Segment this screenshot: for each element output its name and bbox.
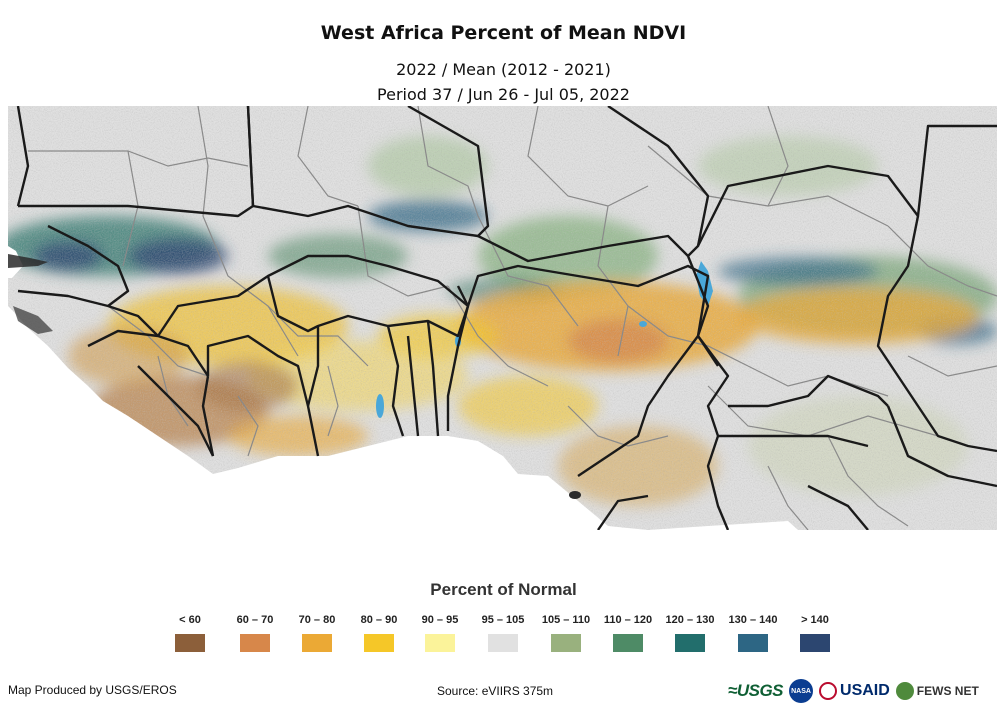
legend-swatch (613, 634, 643, 652)
map-subtitle-period: Period 37 / Jun 26 - Jul 05, 2022 (377, 85, 630, 104)
legend-label: < 60 (179, 614, 201, 626)
usaid-seal-icon (819, 682, 838, 700)
atlantic-ocean (8, 306, 997, 530)
legend-item: 130 – 140 (723, 614, 783, 652)
legend-item: 120 – 130 (660, 614, 720, 652)
legend-item: 90 – 95 (410, 614, 470, 652)
nasa-logo-text: NASA (791, 687, 811, 695)
legend-label: 70 – 80 (298, 614, 336, 626)
legend-label: 60 – 70 (236, 614, 274, 626)
partner-logos: ≈USGS NASA USAID FEWS NET (728, 678, 979, 704)
legend-label: > 140 (801, 614, 829, 626)
legend-label: 130 – 140 (728, 614, 778, 626)
legend-item: < 60 (160, 614, 220, 652)
legend-swatch (302, 634, 332, 652)
legend-label: 120 – 130 (665, 614, 715, 626)
map-title: West Africa Percent of Mean NDVI (320, 22, 687, 44)
legend-swatch (675, 634, 705, 652)
legend-swatch (240, 634, 270, 652)
nasa-logo: NASA (789, 679, 814, 703)
legend-label: 95 – 105 (481, 614, 525, 626)
legend-item: 70 – 80 (287, 614, 347, 652)
legend-label: 105 – 110 (541, 614, 591, 626)
legend-swatch (488, 634, 518, 652)
fews-net-logo: FEWS NET (895, 682, 979, 700)
map-credit: Map Produced by USGS/EROS (8, 683, 177, 697)
map-subtitle-years: 2022 / Mean (2012 - 2021) (396, 60, 611, 79)
legend-swatch (425, 634, 455, 652)
legend-swatch (551, 634, 581, 652)
legend-swatch (364, 634, 394, 652)
usaid-logo-text: USAID (840, 682, 890, 699)
usgs-logo: ≈USGS (728, 681, 784, 700)
globe-icon (895, 682, 914, 700)
usaid-logo: USAID (819, 682, 890, 700)
legend-label: 110 – 120 (603, 614, 653, 626)
legend-label: 80 – 90 (360, 614, 398, 626)
legend-label: 90 – 95 (421, 614, 459, 626)
legend-swatch (175, 634, 205, 652)
fews-net-logo-text: FEWS NET (916, 684, 979, 698)
legend-item: > 140 (785, 614, 845, 652)
legend-item: 80 – 90 (349, 614, 409, 652)
legend-item: 105 – 110 (536, 614, 596, 652)
ndvi-map (8, 106, 997, 530)
legend-item: 60 – 70 (225, 614, 285, 652)
legend-item: 95 – 105 (473, 614, 533, 652)
data-source: Source: eVIIRS 375m (437, 684, 554, 698)
country-boundaries (16, 106, 997, 530)
legend-title: Percent of Normal (430, 580, 577, 599)
legend-swatch (800, 634, 830, 652)
legend-swatch (738, 634, 768, 652)
legend-item: 110 – 120 (598, 614, 658, 652)
